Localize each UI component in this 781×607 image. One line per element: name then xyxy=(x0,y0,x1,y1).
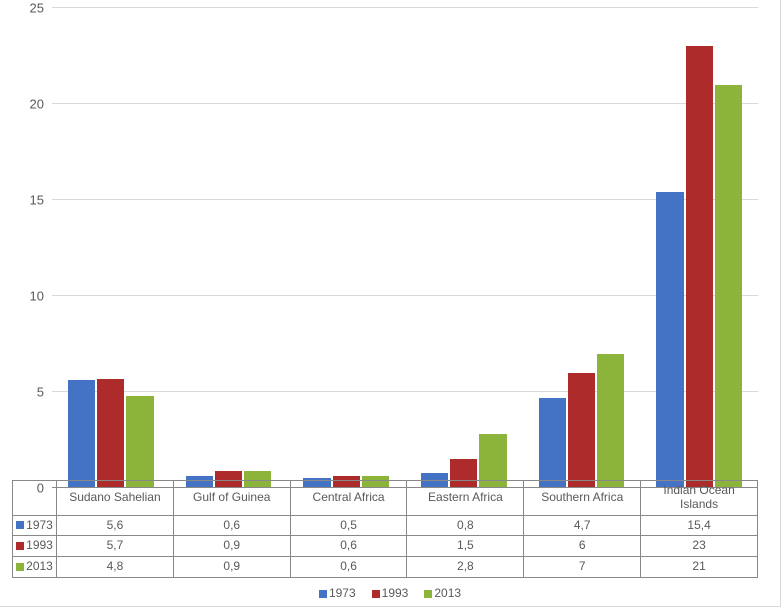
bar xyxy=(686,46,713,488)
data-cell: 4,7 xyxy=(524,515,641,536)
category-header: Southern Africa xyxy=(524,481,641,516)
bar xyxy=(68,380,95,488)
series-header: 1973 xyxy=(13,515,57,536)
y-axis-label: 5 xyxy=(20,385,44,400)
table-row: 19735,60,60,50,84,715,4 xyxy=(13,515,758,536)
series-header: 2013 xyxy=(13,557,57,578)
series-marker xyxy=(16,521,24,529)
legend-item: 1973 xyxy=(319,586,356,600)
series-header: 1993 xyxy=(13,536,57,557)
table-corner xyxy=(13,481,57,516)
data-cell: 15,4 xyxy=(641,515,758,536)
category-header: Sudano Sahelian xyxy=(57,481,174,516)
y-axis-label: 25 xyxy=(20,1,44,16)
bar xyxy=(656,192,683,488)
data-cell: 0,8 xyxy=(407,515,524,536)
legend: 1973 1993 2013 xyxy=(0,586,780,600)
category-header: Central Africa xyxy=(290,481,407,516)
series-marker xyxy=(16,563,24,571)
data-cell: 0,9 xyxy=(173,557,290,578)
legend-item: 1993 xyxy=(372,586,409,600)
y-axis-label: 15 xyxy=(20,193,44,208)
data-cell: 0,5 xyxy=(290,515,407,536)
y-axis-label: 20 xyxy=(20,97,44,112)
bar-groups xyxy=(52,8,758,488)
legend-marker xyxy=(372,590,380,598)
plot-area: 0510152025 xyxy=(52,8,758,488)
bar-group xyxy=(52,8,170,488)
bar-group xyxy=(523,8,641,488)
bar-group xyxy=(170,8,288,488)
data-cell: 4,8 xyxy=(57,557,174,578)
bar xyxy=(97,379,124,488)
data-cell: 6 xyxy=(524,536,641,557)
y-axis-label: 10 xyxy=(20,289,44,304)
bar xyxy=(539,398,566,488)
bar xyxy=(597,354,624,488)
legend-item: 2013 xyxy=(424,586,461,600)
bar xyxy=(126,396,153,488)
data-cell: 7 xyxy=(524,557,641,578)
data-cell: 23 xyxy=(641,536,758,557)
legend-marker xyxy=(319,590,327,598)
data-cell: 21 xyxy=(641,557,758,578)
data-cell: 5,6 xyxy=(57,515,174,536)
data-cell: 0,9 xyxy=(173,536,290,557)
data-cell: 0,6 xyxy=(290,536,407,557)
data-cell: 0,6 xyxy=(173,515,290,536)
bar-group xyxy=(640,8,758,488)
category-header: Eastern Africa xyxy=(407,481,524,516)
category-header: Gulf of Guinea xyxy=(173,481,290,516)
bar xyxy=(715,85,742,488)
table-row: 19935,70,90,61,5623 xyxy=(13,536,758,557)
data-cell: 5,7 xyxy=(57,536,174,557)
bar xyxy=(568,373,595,488)
bar-group xyxy=(405,8,523,488)
legend-marker xyxy=(424,590,432,598)
data-cell: 1,5 xyxy=(407,536,524,557)
data-cell: 0,6 xyxy=(290,557,407,578)
chart-container: 0510152025 Sudano SahelianGulf of Guinea… xyxy=(0,0,781,607)
table-row: 20134,80,90,62,8721 xyxy=(13,557,758,578)
bar-group xyxy=(287,8,405,488)
data-table: Sudano SahelianGulf of GuineaCentral Afr… xyxy=(12,480,758,578)
data-cell: 2,8 xyxy=(407,557,524,578)
category-header: Indian Ocean Islands xyxy=(641,481,758,516)
series-marker xyxy=(16,542,24,550)
